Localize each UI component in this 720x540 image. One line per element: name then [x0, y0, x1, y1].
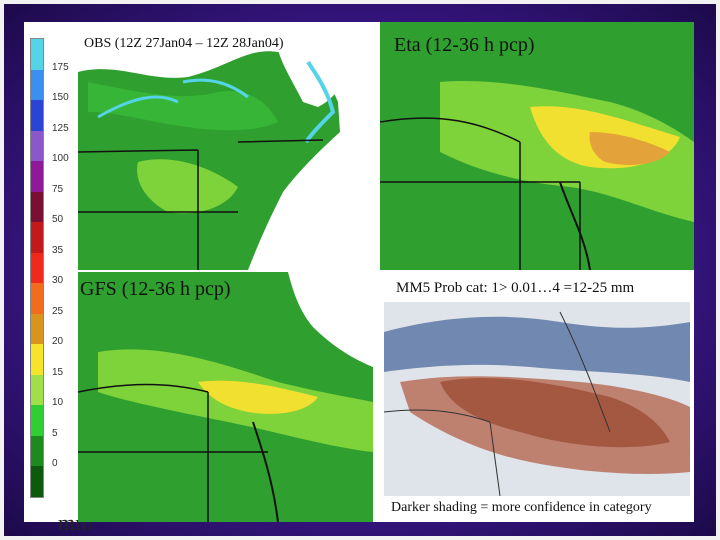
obs-title: OBS (12Z 27Jan04 – 12Z 28Jan04) — [84, 36, 284, 51]
obs-light-area — [137, 159, 238, 214]
gfs-map — [78, 272, 373, 522]
colorbar-segment — [31, 161, 43, 192]
gfs-state-borders — [78, 383, 268, 522]
obs-greatlakes-band — [88, 82, 278, 131]
colorbar-tick-label: 5 — [52, 427, 58, 439]
colorbar-segment — [31, 405, 43, 436]
colorbar-tick-label: 150 — [52, 92, 69, 104]
mm5-blue-band — [384, 316, 690, 382]
colorbar-tick-label: 20 — [52, 336, 64, 348]
colorbar-tick-label: 25 — [52, 305, 64, 317]
colorbar-segment — [31, 100, 43, 131]
obs-map-panel: OBS (12Z 27Jan04 – 12Z 28Jan04) — [78, 22, 373, 270]
colorbar-segment — [31, 130, 43, 162]
colorbar-tick-label: 35 — [52, 244, 64, 256]
colorbar-segment — [31, 191, 43, 223]
eta-state-borders — [380, 117, 581, 270]
obs-lake-shore — [97, 78, 249, 119]
colorbar-tick-label: 30 — [52, 275, 64, 287]
caption-text: Darker shading = more confidence in cate… — [387, 497, 691, 519]
colorbar-segment — [31, 344, 43, 375]
colorbar-tick-label: 75 — [52, 183, 64, 195]
eta-map — [380, 22, 694, 270]
obs-map — [78, 22, 373, 270]
gfs-yellow-area — [198, 380, 318, 414]
colorbar-tick-label: 125 — [52, 122, 69, 134]
obs-coast-highlight — [304, 60, 336, 144]
colorbar-tick-label: 50 — [52, 214, 64, 226]
colorbar-tick-label: 15 — [52, 366, 64, 378]
colorbar-segment — [31, 466, 43, 497]
colorbar-segment — [31, 435, 43, 467]
eta-coastline — [559, 181, 591, 270]
colorbar-segment — [31, 69, 43, 101]
colorbar-segment — [31, 283, 43, 314]
eta-orange-core — [589, 132, 670, 165]
mm5-dark-brown-core — [440, 377, 670, 448]
gfs-title: GFS (12-36 h pcp) — [80, 278, 231, 300]
colorbar-tick-label: 175 — [52, 61, 69, 73]
eta-title: Eta (12-36 h pcp) — [394, 34, 535, 56]
gfs-coastline — [252, 421, 279, 522]
colorbar-tick-label: 0 — [52, 458, 58, 470]
colorbar-tick-label: 10 — [52, 397, 64, 409]
eta-map-panel: Eta (12-36 h pcp) — [380, 22, 694, 270]
colorbar-segment — [31, 222, 43, 253]
colorbar-segment — [31, 39, 43, 70]
gfs-map-panel: GFS (12-36 h pcp) — [78, 272, 373, 522]
colorbar-segment — [31, 252, 43, 284]
mm5-map-panel: MM5 Prob cat: 1> 0.01…4 =12-25 mm — [380, 272, 694, 496]
gfs-dry-area — [288, 272, 373, 367]
colorbar-segment — [31, 313, 43, 345]
obs-state-borders — [78, 139, 324, 270]
mm5-contours — [383, 311, 611, 496]
colorbar-tick-label: 100 — [52, 153, 69, 165]
mm5-title: MM5 Prob cat: 1> 0.01…4 =12-25 mm — [396, 280, 635, 296]
mm5-map — [383, 302, 690, 496]
precip-colorbar — [30, 38, 44, 498]
colorbar-segment — [31, 374, 43, 406]
